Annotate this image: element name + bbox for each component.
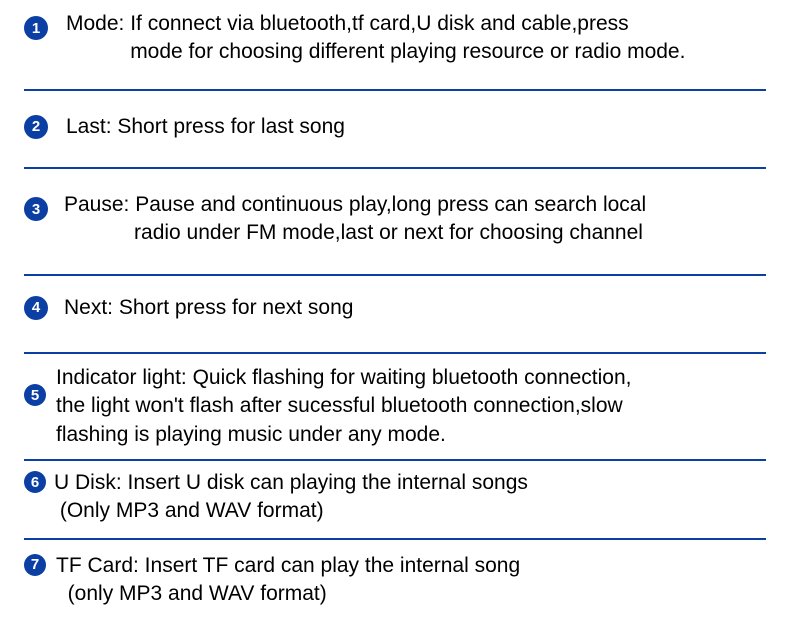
number-badge: 7 xyxy=(24,554,46,576)
number-badge: 5 xyxy=(24,384,46,406)
number-badge: 1 xyxy=(24,16,48,40)
list-item: 2 Last: Short press for last song xyxy=(24,91,766,169)
item-text: Indicator light: Quick flashing for wait… xyxy=(56,364,766,449)
item-text: Pause: Pause and continuous play,long pr… xyxy=(64,191,766,248)
item-text: U Disk: Insert U disk can playing the in… xyxy=(54,469,766,526)
list-item: 4 Next: Short press for next song xyxy=(24,276,766,354)
item-text: Mode: If connect via bluetooth,tf card,U… xyxy=(66,10,766,67)
list-item: 6 U Disk: Insert U disk can playing the i… xyxy=(24,461,766,540)
number-badge: 3 xyxy=(24,197,48,221)
item-text: TF Card: Insert TF card can play the int… xyxy=(56,552,766,609)
list-item: 5 Indicator light: Quick flashing for wai… xyxy=(24,354,766,461)
item-text: Next: Short press for next song xyxy=(64,294,766,322)
list-item: 3 Pause: Pause and continuous play,long p… xyxy=(24,169,766,276)
number-badge: 4 xyxy=(24,296,48,320)
instruction-list: 1 Mode: If connect via bluetooth,tf card,… xyxy=(0,0,790,628)
number-badge: 6 xyxy=(24,471,46,493)
list-item: 1 Mode: If connect via bluetooth,tf card,… xyxy=(24,10,766,91)
list-item: 7 TF Card: Insert TF card can play the in… xyxy=(24,540,766,609)
number-badge: 2 xyxy=(24,115,48,139)
item-text: Last: Short press for last song xyxy=(66,113,766,141)
